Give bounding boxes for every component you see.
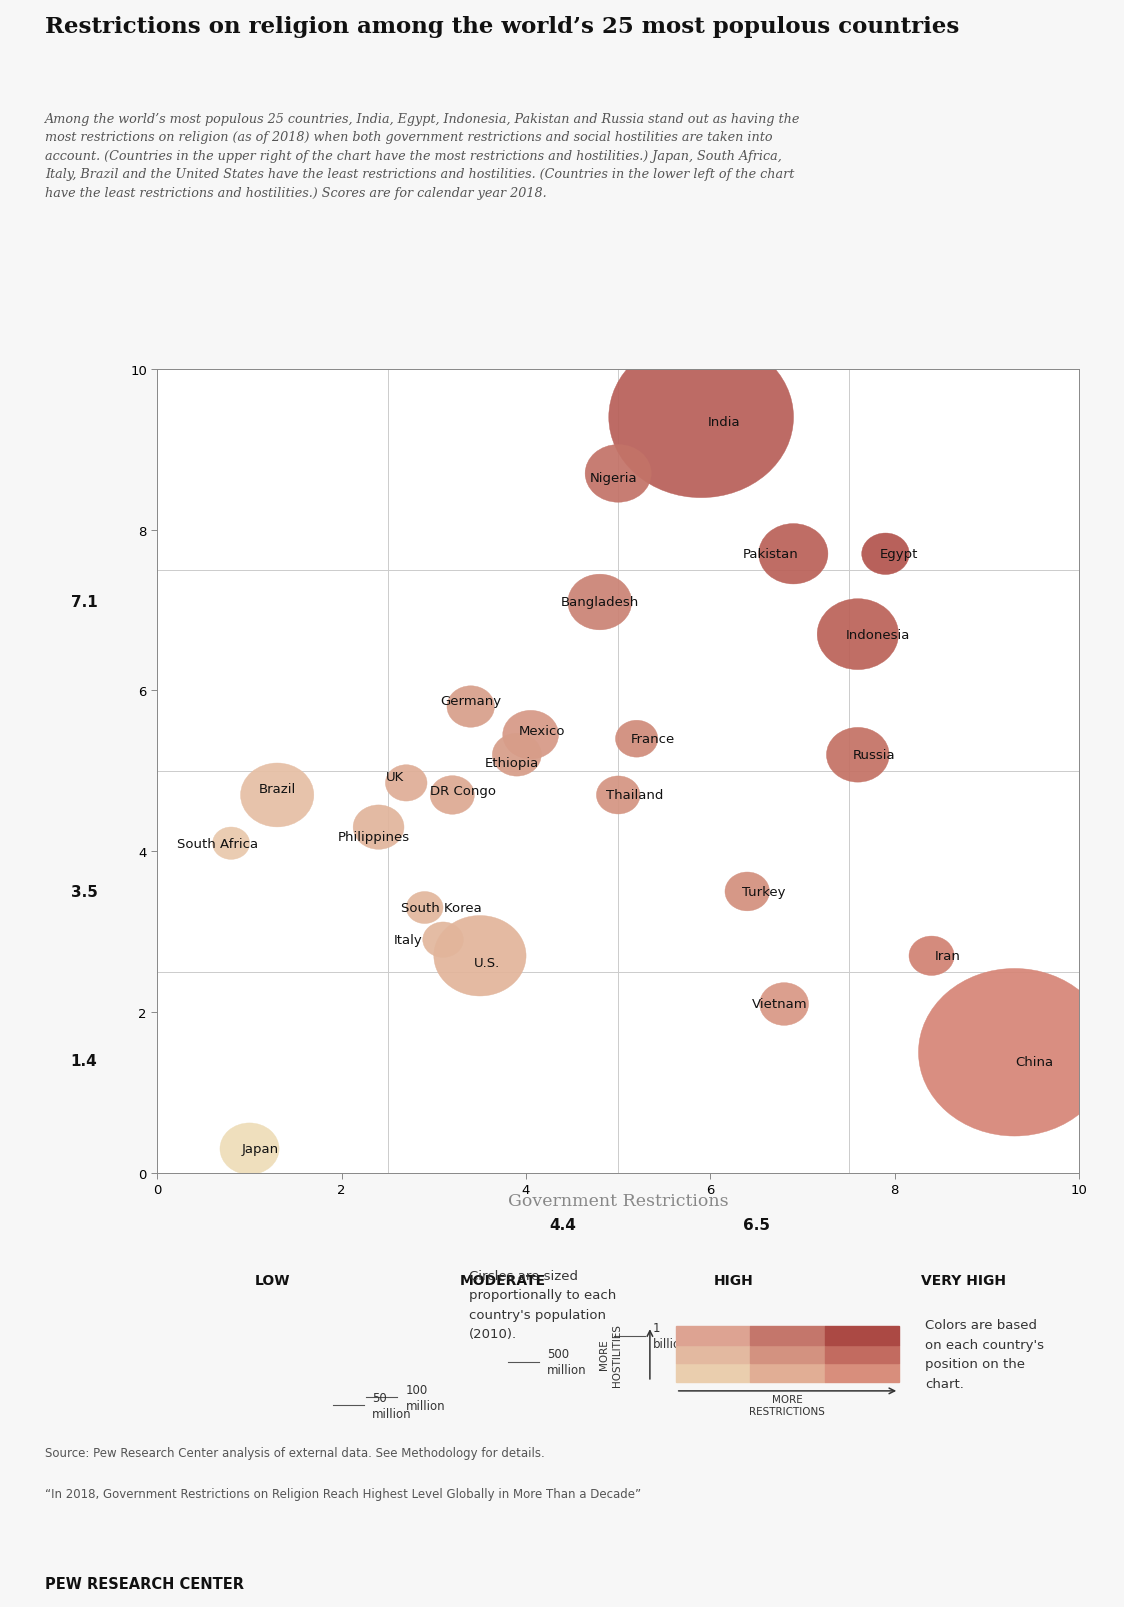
Text: South Korea: South Korea: [401, 902, 481, 914]
Bar: [750, 1363, 825, 1382]
Text: Brazil: Brazil: [259, 783, 296, 795]
Circle shape: [406, 892, 443, 924]
Text: Nigeria: Nigeria: [590, 471, 637, 485]
Circle shape: [759, 524, 828, 585]
Circle shape: [609, 337, 794, 498]
Circle shape: [447, 686, 495, 728]
Text: Egypt: Egypt: [880, 548, 918, 561]
Circle shape: [597, 776, 640, 815]
Circle shape: [817, 599, 898, 670]
Circle shape: [725, 873, 770, 911]
Bar: [750, 1326, 825, 1345]
Text: 1.4: 1.4: [71, 1053, 98, 1069]
Circle shape: [220, 1123, 279, 1175]
Circle shape: [826, 728, 889, 783]
Bar: [676, 1345, 750, 1363]
Circle shape: [423, 922, 463, 958]
Circle shape: [760, 983, 808, 1025]
Bar: [825, 1363, 899, 1382]
Circle shape: [616, 722, 658, 757]
Text: 500
million: 500 million: [547, 1348, 587, 1377]
Bar: [676, 1326, 750, 1345]
Text: France: France: [631, 733, 676, 746]
Text: Ethiopia: Ethiopia: [486, 757, 540, 770]
Text: Mexico: Mexico: [518, 725, 565, 738]
Text: Circles are sized
proportionally to each
country's population
(2010).: Circles are sized proportionally to each…: [469, 1270, 616, 1340]
Text: Bangladesh: Bangladesh: [561, 596, 638, 609]
Text: Government Restrictions: Government Restrictions: [508, 1192, 728, 1210]
Text: “In 2018, Government Restrictions on Religion Reach Highest Level Globally in Mo: “In 2018, Government Restrictions on Rel…: [45, 1486, 641, 1499]
Circle shape: [586, 445, 651, 503]
Text: Japan: Japan: [242, 1143, 279, 1155]
Circle shape: [909, 937, 954, 975]
Text: UK: UK: [386, 770, 405, 784]
Text: 7.1: 7.1: [71, 595, 98, 611]
Text: LOW: LOW: [255, 1273, 290, 1287]
Bar: [825, 1345, 899, 1363]
Text: Source: Pew Research Center analysis of external data. See Methodology for detai: Source: Pew Research Center analysis of …: [45, 1446, 545, 1459]
Bar: [676, 1363, 750, 1382]
Circle shape: [212, 828, 250, 860]
Text: PEW RESEARCH CENTER: PEW RESEARCH CENTER: [45, 1576, 244, 1591]
Text: 100
million: 100 million: [406, 1382, 445, 1413]
Text: Italy: Italy: [393, 934, 423, 947]
Text: HIGH: HIGH: [714, 1273, 753, 1287]
Text: 4.4: 4.4: [550, 1218, 577, 1233]
Text: Russia: Russia: [853, 749, 896, 762]
Text: 50
million: 50 million: [372, 1392, 411, 1421]
Circle shape: [353, 805, 404, 850]
Circle shape: [568, 575, 632, 630]
Text: Vietnam: Vietnam: [752, 998, 807, 1011]
Text: DR Congo: DR Congo: [430, 784, 497, 799]
Text: South Africa: South Africa: [176, 837, 257, 850]
Text: 3.5: 3.5: [71, 884, 98, 900]
Text: China: China: [1016, 1056, 1054, 1069]
Circle shape: [918, 969, 1111, 1136]
Text: Germany: Germany: [441, 694, 501, 707]
Text: MODERATE: MODERATE: [460, 1273, 546, 1287]
Circle shape: [492, 734, 542, 776]
Circle shape: [862, 534, 909, 575]
Text: Restrictions on religion among the world’s 25 most populous countries: Restrictions on religion among the world…: [45, 16, 960, 39]
Text: India: India: [708, 415, 741, 429]
Text: 6.5: 6.5: [743, 1218, 770, 1233]
Circle shape: [434, 916, 526, 996]
Text: Colors are based
on each country's
position on the
chart.: Colors are based on each country's posit…: [925, 1318, 1044, 1390]
Text: MORE
HOSTILITIES: MORE HOSTILITIES: [599, 1323, 622, 1385]
Text: MORE
RESTRICTIONS: MORE RESTRICTIONS: [750, 1393, 825, 1416]
Text: Among the world’s most populous 25 countries, India, Egypt, Indonesia, Pakistan : Among the world’s most populous 25 count…: [45, 112, 800, 199]
Text: Pakistan: Pakistan: [743, 548, 798, 561]
Text: 1
billion: 1 billion: [653, 1321, 689, 1350]
Text: Philippines: Philippines: [338, 831, 410, 844]
Text: Indonesia: Indonesia: [846, 628, 910, 641]
Circle shape: [430, 776, 474, 815]
Text: Iran: Iran: [935, 950, 961, 963]
Text: Thailand: Thailand: [606, 789, 663, 802]
Bar: [750, 1345, 825, 1363]
Bar: [825, 1326, 899, 1345]
Circle shape: [386, 765, 427, 802]
Text: VERY HIGH: VERY HIGH: [922, 1273, 1006, 1287]
Text: Turkey: Turkey: [742, 885, 786, 898]
Circle shape: [241, 763, 314, 828]
Text: U.S.: U.S.: [474, 956, 500, 969]
Circle shape: [502, 710, 559, 760]
